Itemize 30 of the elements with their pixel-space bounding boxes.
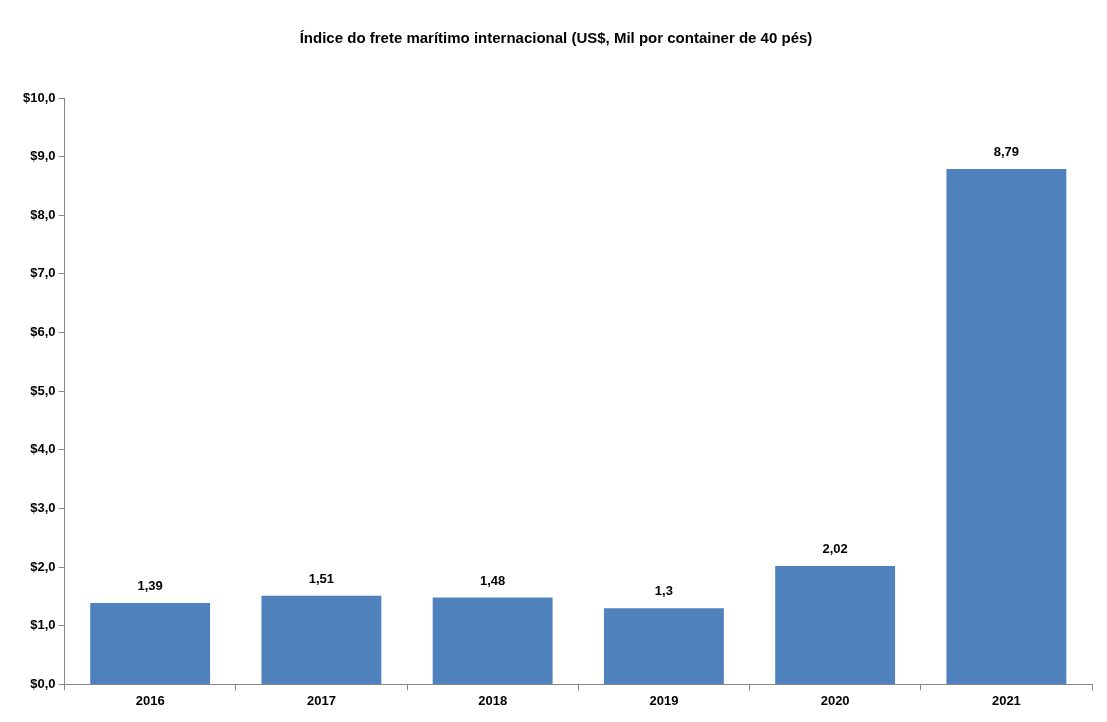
y-tick-label: $9,0 bbox=[30, 148, 56, 164]
data-label: 1,3 bbox=[654, 583, 673, 599]
y-tick-label: $10,0 bbox=[22, 89, 56, 105]
data-label: 2,02 bbox=[822, 541, 848, 557]
data-label: 1,51 bbox=[308, 570, 335, 586]
y-tick-label: $3,0 bbox=[30, 500, 56, 516]
y-tick-label: $2,0 bbox=[30, 558, 56, 574]
y-tick-label: $6,0 bbox=[30, 324, 56, 340]
x-tick-label: 2021 bbox=[991, 692, 1021, 708]
y-tick-label: $1,0 bbox=[30, 617, 56, 633]
bar bbox=[775, 565, 896, 684]
bar bbox=[432, 597, 553, 684]
x-tick-label: 2018 bbox=[478, 692, 508, 708]
y-tick-label: $0,0 bbox=[30, 675, 56, 691]
data-label: 1,48 bbox=[479, 572, 506, 588]
bar bbox=[603, 608, 724, 684]
y-tick-label: $8,0 bbox=[30, 206, 56, 222]
bar bbox=[90, 602, 211, 684]
chart-title: Índice do frete marítimo internacional (US$, Mil por container de 40 pés) bbox=[299, 29, 813, 47]
data-label: 1,39 bbox=[137, 577, 163, 593]
x-tick-label: 2016 bbox=[135, 692, 165, 708]
bar bbox=[946, 168, 1067, 684]
data-label: 8,79 bbox=[993, 144, 1020, 160]
y-tick-label: $4,0 bbox=[30, 441, 56, 457]
x-tick-label: 2017 bbox=[306, 692, 336, 708]
bar bbox=[261, 595, 382, 684]
y-tick-label: $5,0 bbox=[30, 382, 56, 398]
x-tick-label: 2019 bbox=[649, 692, 679, 708]
x-tick-label: 2020 bbox=[820, 692, 850, 708]
y-tick-label: $7,0 bbox=[30, 265, 56, 281]
